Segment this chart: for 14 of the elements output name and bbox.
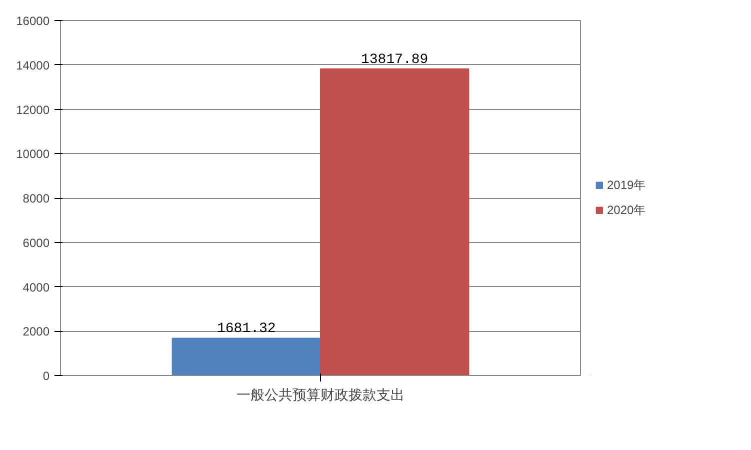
y-tick-label: 6000 xyxy=(22,236,50,250)
y-tick-label: 14000 xyxy=(16,58,50,72)
y-tick-label: 10000 xyxy=(16,147,50,162)
y-tick-label: 8000 xyxy=(22,192,50,206)
data-label: 1681.32 xyxy=(216,321,276,338)
y-tick-label: 0 xyxy=(42,369,50,383)
data-label: 13817.89 xyxy=(360,52,428,68)
legend-label: 2020年 xyxy=(607,202,646,218)
y-tick-label: 12000 xyxy=(16,102,50,117)
y-tick-label: 16000 xyxy=(16,14,50,28)
y-tick-label: 2000 xyxy=(22,324,50,339)
y-tick-label: 4000 xyxy=(22,280,50,294)
legend-label: 2019年 xyxy=(607,176,646,194)
x-tick-label: 一般公共预算财政拨款支出 xyxy=(236,386,404,402)
